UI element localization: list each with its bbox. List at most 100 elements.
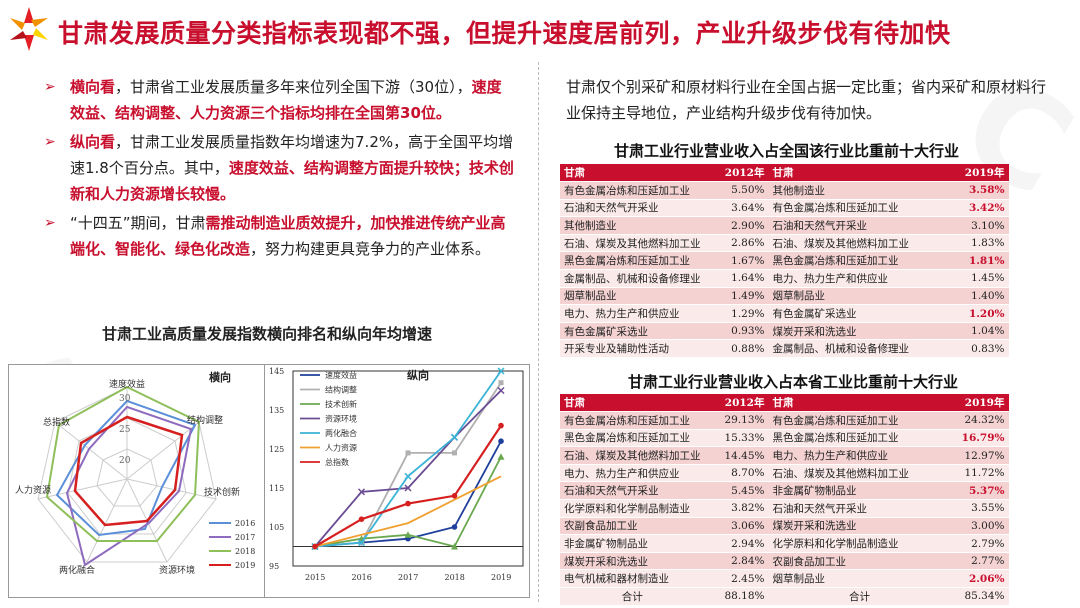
x-tick-label: 2018: [445, 573, 465, 582]
logo-icon: [10, 7, 48, 51]
table-cell: 石油、煤炭及其他燃料加工业: [768, 234, 951, 253]
bullet-text: ，甘肃工业发展质量指数年均增速为7.2%，高于全国平均增速1.8个百分点。其中，: [70, 133, 514, 177]
table-row: 石油和天然气开采业 3.64% 有色金属冶炼和压延加工业 3.42%: [560, 199, 1009, 218]
table-row: 烟草制品业 1.49% 烟草制品业 1.40%: [560, 287, 1009, 306]
radar-grid-mid: [67, 417, 187, 535]
table-cell: 3.64%: [704, 199, 769, 218]
bullet-horizontal: ➢ 横向看，甘肃省工业发展质量多年来位列全国下游（30位），速度效益、结构调整、…: [44, 74, 514, 126]
table-cell: 开采专业及辅助性活动: [560, 339, 705, 359]
table-row: 电力、热力生产和供应业 8.70% 石油、煤炭及其他燃料加工业 11.72%: [560, 464, 1009, 483]
bullet-14th-plan: ➢ “十四五”期间，甘肃需推动制造业质效提升，加快推进传统产业高端化、智能化、绿…: [44, 210, 514, 262]
table-cell: 黑色金属冶炼和压延加工业: [768, 251, 951, 271]
radar-legend: 2016 2017 2018 2019: [209, 519, 255, 570]
table-cell: 2.90%: [704, 216, 769, 235]
table-cell: 电力、热力生产和供应业: [560, 464, 705, 483]
bullet-highlight: 速度效益、结构调整方面提升较快；技术创新和人力资源增长较慢。: [70, 159, 514, 203]
table-cell: 3.42%: [950, 199, 1009, 218]
table2: 甘肃 2012年 甘肃 2019年 有色金属冶炼和压延加工业 29.13% 有色金属冶炼和压…: [560, 394, 1009, 606]
table-header-cell: 甘肃: [560, 394, 705, 413]
table-header-cell: 甘肃: [560, 164, 705, 183]
bullet-keyword: 纵向看: [70, 133, 116, 151]
table-cell: 化学原料和化学制品制造业: [768, 534, 951, 553]
table-total-cell: 合计: [560, 587, 705, 606]
series-line-5: [314, 475, 502, 548]
table-cell: 化学原料和化学制品制造业: [560, 499, 705, 518]
table-row: 化学原料和化学制品制造业 3.82% 石油和天然气开采业 3.55%: [560, 499, 1009, 518]
y-tick-label: 135: [269, 406, 284, 415]
table-cell: 3.82%: [704, 499, 769, 518]
table-row: 黑色金属冶炼和压延加工业 15.33% 黑色金属冶炼和压延加工业 16.79%: [560, 429, 1009, 448]
table-cell: 农副食品加工业: [768, 552, 951, 571]
x-tick-label: 2019: [491, 573, 511, 582]
table-header-cell: 2012年: [704, 394, 769, 413]
table-cell: 烟草制品业: [768, 287, 951, 306]
line-chart: 纵向 95 105 115 125 135 145 2015 2016 2017 2018 2019…: [264, 364, 530, 598]
y-axis-ticks: 95 105 115 125 135 145 2015 2016 2017 2018 2019: [269, 367, 523, 582]
radar-spokes: [37, 387, 217, 563]
data-point: [498, 422, 504, 429]
table-row: 石油、煤炭及其他燃料加工业 2.86% 石油、煤炭及其他燃料加工业 1.83%: [560, 234, 1009, 253]
bullet-vertical: ➢ 纵向看，甘肃工业发展质量指数年均增速为7.2%，高于全国平均增速1.8个百分…: [44, 129, 514, 207]
table-cell: 14.45%: [704, 446, 769, 465]
y-tick-label: 125: [269, 445, 284, 454]
table-cell: 3.06%: [704, 517, 769, 536]
arrow-icon: ➢: [44, 134, 56, 150]
data-point: [451, 524, 458, 530]
data-point: [497, 453, 505, 460]
table-cell: 黑色金属冶炼和压延加工业: [768, 429, 951, 448]
table-cell: 2.84%: [704, 552, 769, 571]
x-tick-label: 2015: [305, 573, 325, 582]
bullet-highlight: 需推动制造业质效提升，加快推进传统产业高端化、智能化、绿色化改造: [70, 214, 506, 258]
table-cell: 1.64%: [704, 269, 769, 288]
table-row: 煤炭开采和洗选业 2.84% 农副食品加工业 2.77%: [560, 552, 1009, 571]
table-cell: 1.40%: [950, 287, 1009, 306]
column-divider: [538, 62, 539, 602]
table-cell: 1.81%: [950, 251, 1009, 271]
bullet-list: ➢ 横向看，甘肃省工业发展质量多年来位列全国下游（30位），速度效益、结构调整、…: [44, 74, 514, 265]
table-cell: 石油、煤炭及其他燃料加工业: [560, 446, 705, 465]
table-row: 有色金属矿采选业 0.93% 煤炭开采和洗选业 1.04%: [560, 322, 1009, 341]
data-point: [358, 516, 365, 522]
table-cell: 0.88%: [704, 339, 769, 359]
legend-label: 人力资源: [325, 443, 357, 453]
table-cell: 石油、煤炭及其他燃料加工业: [560, 234, 705, 253]
table-cell: 石油、煤炭及其他燃料加工业: [768, 464, 951, 483]
data-point: [451, 543, 458, 550]
table-cell: 2.45%: [704, 569, 769, 589]
table-cell: 29.13%: [704, 411, 769, 430]
data-point: [450, 433, 459, 441]
radar-axis-label: 人力资源: [15, 484, 51, 496]
table-cell: 5.37%: [950, 481, 1009, 501]
radar-legend-2016: 2016: [235, 519, 255, 528]
radar-legend-2019: 2019: [235, 561, 255, 570]
y-tick-label: 145: [269, 367, 284, 376]
table-cell: 11.72%: [950, 464, 1009, 483]
table-cell: 1.49%: [704, 287, 769, 306]
radar-chart: 横向 30 25 20: [8, 364, 273, 598]
table-header-cell: 甘肃: [768, 164, 951, 183]
table-header-cell: 2019年: [950, 394, 1009, 413]
table-cell: 1.29%: [704, 304, 769, 323]
table-cell: 石油和天然气开采业: [560, 199, 705, 218]
line-chart-svg: 纵向 95 105 115 125 135 145 2015 2016 2017 2018 2019…: [269, 367, 524, 582]
bullet-text: ，甘肃省工业发展质量多年来位列全国下游（30位），: [115, 78, 472, 96]
table-row: 农副食品加工业 3.06% 煤炭开采和洗选业 3.00%: [560, 517, 1009, 536]
legend-label: 两化融合: [325, 428, 357, 438]
table-cell: 金属制品、机械和设备修理业: [768, 339, 951, 359]
radar-axis-label: 技术创新: [204, 486, 240, 498]
table-cell: 烟草制品业: [768, 569, 951, 589]
table-cell: 0.83%: [950, 339, 1009, 359]
table-cell: 8.70%: [704, 464, 769, 483]
y-tick-label: 95: [269, 562, 279, 571]
table-cell: 12.97%: [950, 446, 1009, 465]
radar-legend-2018: 2018: [235, 547, 255, 556]
table-cell: 2.77%: [950, 552, 1009, 571]
arrow-icon: ➢: [44, 79, 56, 95]
data-point: [451, 493, 458, 499]
radar-series-2017: [65, 405, 193, 567]
bullet-keyword: 横向看: [70, 78, 116, 96]
table-cell: 5.50%: [704, 181, 769, 200]
y-tick-label: 105: [269, 523, 284, 532]
line-series: [311, 367, 505, 551]
